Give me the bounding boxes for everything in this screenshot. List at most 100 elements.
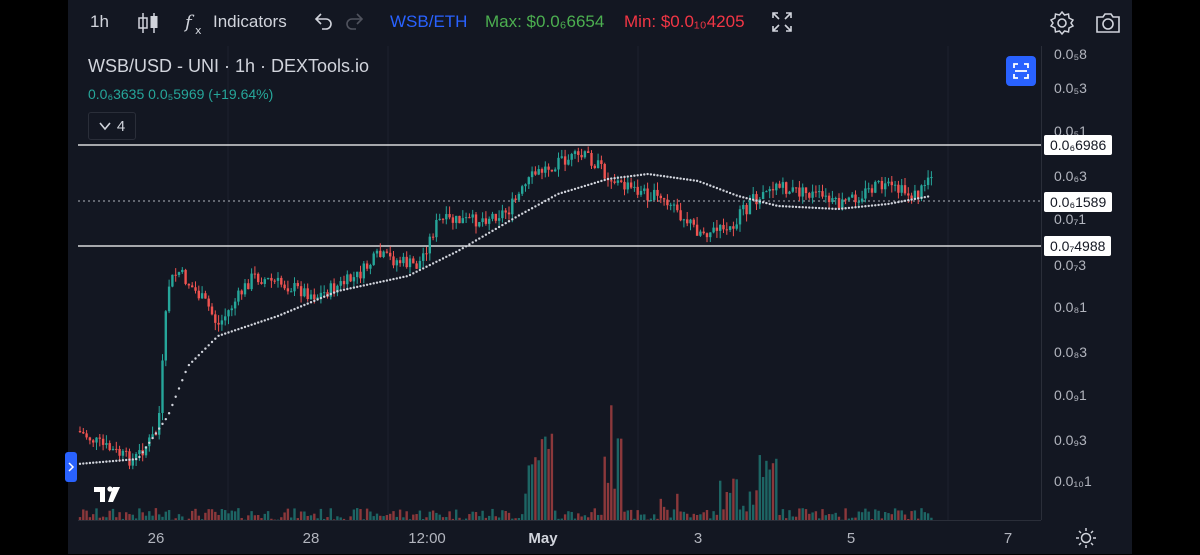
- candle-body: [171, 275, 173, 287]
- chevron-down-icon: [99, 121, 111, 131]
- moving-average-point: [831, 208, 833, 210]
- candle-body: [270, 278, 272, 281]
- candle-body: [640, 191, 642, 195]
- moving-average-point: [277, 315, 279, 317]
- candle-body: [128, 451, 130, 465]
- moving-average-point: [118, 459, 120, 461]
- time-tick: 26: [148, 530, 165, 547]
- current-price-tag[interactable]: 0.0₆1589: [1044, 192, 1112, 212]
- moving-average-point: [158, 427, 160, 429]
- volume-bar: [95, 508, 97, 520]
- volume-bar: [571, 512, 573, 520]
- volume-bar: [844, 508, 846, 520]
- moving-average-point: [356, 286, 358, 288]
- moving-average-point: [99, 461, 101, 463]
- candle-body: [557, 158, 559, 170]
- moving-average-point: [138, 456, 140, 458]
- moving-average-point: [406, 275, 408, 277]
- price-line-tag-lower[interactable]: 0.0₇4988: [1044, 236, 1111, 256]
- camera-icon[interactable]: [1094, 10, 1122, 36]
- candle-body: [620, 180, 622, 181]
- moving-average-point: [478, 237, 480, 239]
- moving-average-point: [729, 192, 731, 194]
- moving-average-point: [663, 175, 665, 177]
- volume-bar: [455, 510, 457, 520]
- candle-body: [99, 438, 101, 439]
- volume-bar: [231, 511, 233, 520]
- time-axis[interactable]: 26 28 12:00 May 3 5 7: [78, 520, 1041, 555]
- moving-average-point: [171, 404, 173, 406]
- interval-button[interactable]: 1h: [90, 12, 109, 32]
- fullscreen-icon[interactable]: [770, 10, 794, 34]
- moving-average-point: [851, 206, 853, 208]
- moving-average-point: [353, 286, 355, 288]
- moving-average-point: [551, 196, 553, 198]
- moving-average-point: [214, 338, 216, 340]
- moving-average-point: [607, 178, 609, 180]
- candle-body: [432, 237, 434, 238]
- candle-body: [877, 181, 879, 182]
- price-line-tag-upper[interactable]: 0.0₆6986: [1044, 135, 1112, 155]
- moving-average-point: [752, 199, 754, 201]
- moving-average-point: [881, 203, 883, 205]
- volume-bar: [897, 510, 899, 520]
- price-chart[interactable]: [78, 46, 1041, 520]
- moving-average-point: [894, 201, 896, 203]
- redo-icon[interactable]: [344, 10, 366, 34]
- moving-average-point: [415, 271, 417, 273]
- volume-bar: [594, 508, 596, 520]
- volume-bar: [679, 511, 681, 520]
- compare-symbol[interactable]: WSB/ETH: [390, 12, 467, 32]
- moving-average-point: [462, 247, 464, 249]
- moving-average-point: [722, 189, 724, 191]
- volume-bar: [782, 509, 784, 520]
- volume-bar: [531, 464, 533, 520]
- scroll-left-handle[interactable]: [65, 452, 77, 482]
- candle-body: [623, 182, 625, 190]
- volume-bar: [630, 510, 632, 520]
- moving-average-point: [861, 205, 863, 207]
- volume-bar: [541, 439, 543, 520]
- sun-icon[interactable]: [1074, 526, 1098, 550]
- candle-body: [359, 272, 361, 279]
- volume-bar: [142, 512, 144, 520]
- volume-bar: [775, 459, 777, 520]
- candle-body: [755, 194, 757, 204]
- moving-average-point: [386, 279, 388, 281]
- price-axis[interactable]: 0.0₅8 0.0₅3 0.0₅1 0.0₆3 0.0₇1 0.0₇3 0.0₈…: [1041, 46, 1133, 520]
- svg-text:f: f: [184, 12, 195, 33]
- volume-bar: [214, 512, 216, 520]
- indicators-button[interactable]: Indicators: [213, 12, 287, 32]
- time-tick: 7: [1004, 530, 1012, 547]
- moving-average-point: [468, 243, 470, 245]
- moving-average-point: [432, 262, 434, 264]
- candle-body: [458, 216, 460, 223]
- moving-average-point: [660, 175, 662, 177]
- settings-icon[interactable]: [1049, 10, 1075, 36]
- candle-body: [627, 182, 629, 189]
- price-tick: 0.0₇1: [1054, 211, 1086, 227]
- legend-collapse-button[interactable]: 4: [88, 112, 136, 140]
- candle-body: [884, 183, 886, 189]
- candle-body: [465, 217, 467, 218]
- candles-icon[interactable]: [136, 10, 160, 36]
- candle-body: [297, 283, 299, 286]
- moving-average-point: [719, 188, 721, 190]
- moving-average-point: [716, 187, 718, 189]
- moving-average-point: [858, 206, 860, 208]
- undo-icon[interactable]: [312, 10, 334, 34]
- chart-plot-area[interactable]: [78, 46, 1041, 520]
- volume-bar: [429, 512, 431, 520]
- moving-average-point: [307, 302, 309, 304]
- moving-average-point: [765, 202, 767, 204]
- candle-body: [89, 437, 91, 440]
- fx-indicators-icon[interactable]: f x: [184, 10, 206, 36]
- moving-average-point: [514, 216, 516, 218]
- candle-body: [930, 177, 932, 178]
- moving-average-point: [745, 197, 747, 199]
- moving-average-point: [102, 461, 104, 463]
- candle-body: [788, 192, 790, 194]
- candle-body: [115, 449, 117, 450]
- moving-average-point: [221, 334, 223, 336]
- fullscreen-toggle-button[interactable]: [1006, 56, 1036, 86]
